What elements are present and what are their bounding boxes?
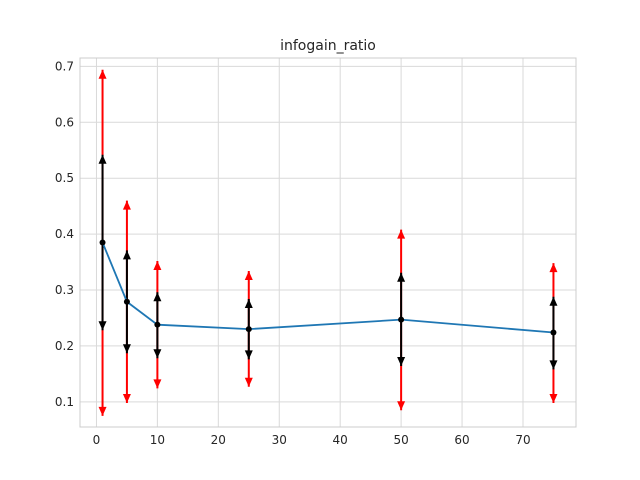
x-tick-label: 20 [211,433,226,447]
inner-high-arrow [98,154,107,164]
inner-low-arrow [122,344,131,354]
x-tick-label: 10 [150,433,165,447]
outer-low-arrow [244,377,253,387]
x-tick-label: 30 [272,433,287,447]
plot-frame [79,57,577,428]
y-tick-label: 0.2 [55,339,74,353]
data-point [245,326,252,333]
inner-low-arrow [244,350,253,360]
inner-low-arrow [98,321,107,331]
y-tick-label: 0.7 [55,59,74,73]
y-tick-label: 0.6 [55,115,74,129]
data-point [550,329,557,336]
y-tick-label: 0.5 [55,171,74,185]
chart-title: infogain_ratio [280,38,376,54]
inner-high-arrow [153,292,162,302]
data-point [398,316,405,323]
outer-high-arrow [153,260,162,270]
plot-marks [98,69,558,416]
outer-low-arrow [397,401,406,411]
data-point [123,298,130,305]
outer-high-arrow [98,69,107,79]
inner-high-arrow [397,272,406,282]
y-tick-label: 0.4 [55,227,74,241]
outer-high-arrow [549,263,558,273]
inner-high-arrow [549,296,558,306]
x-tick-label: 70 [515,433,530,447]
data-point [154,321,161,328]
outer-low-arrow [98,406,107,416]
grid [80,58,576,427]
tick-labels: 0 10 20 30 40 50 60 70 0.1 0.2 0.3 0.4 0.5 0.6 0.7 [55,59,531,447]
inner-low-arrow [397,357,406,367]
series-line [101,242,554,334]
outer-high-arrow [397,229,406,239]
data-point [99,239,106,246]
x-tick-label: 0 [93,433,101,447]
inner-high-arrow [244,298,253,308]
x-tick-label: 50 [393,433,408,447]
y-tick-label: 0.1 [55,395,74,409]
inner-low-arrow [549,360,558,370]
outer-high-arrow [244,271,253,281]
outer-low-arrow [122,393,131,403]
x-tick-label: 60 [454,433,469,447]
outer-low-arrow [153,379,162,389]
inner-low-arrow [153,349,162,359]
inner-high-arrow [122,250,131,260]
y-tick-label: 0.3 [55,283,74,297]
outer-high-arrow [122,200,131,210]
x-tick-label: 40 [333,433,348,447]
outer-low-arrow [549,393,558,403]
